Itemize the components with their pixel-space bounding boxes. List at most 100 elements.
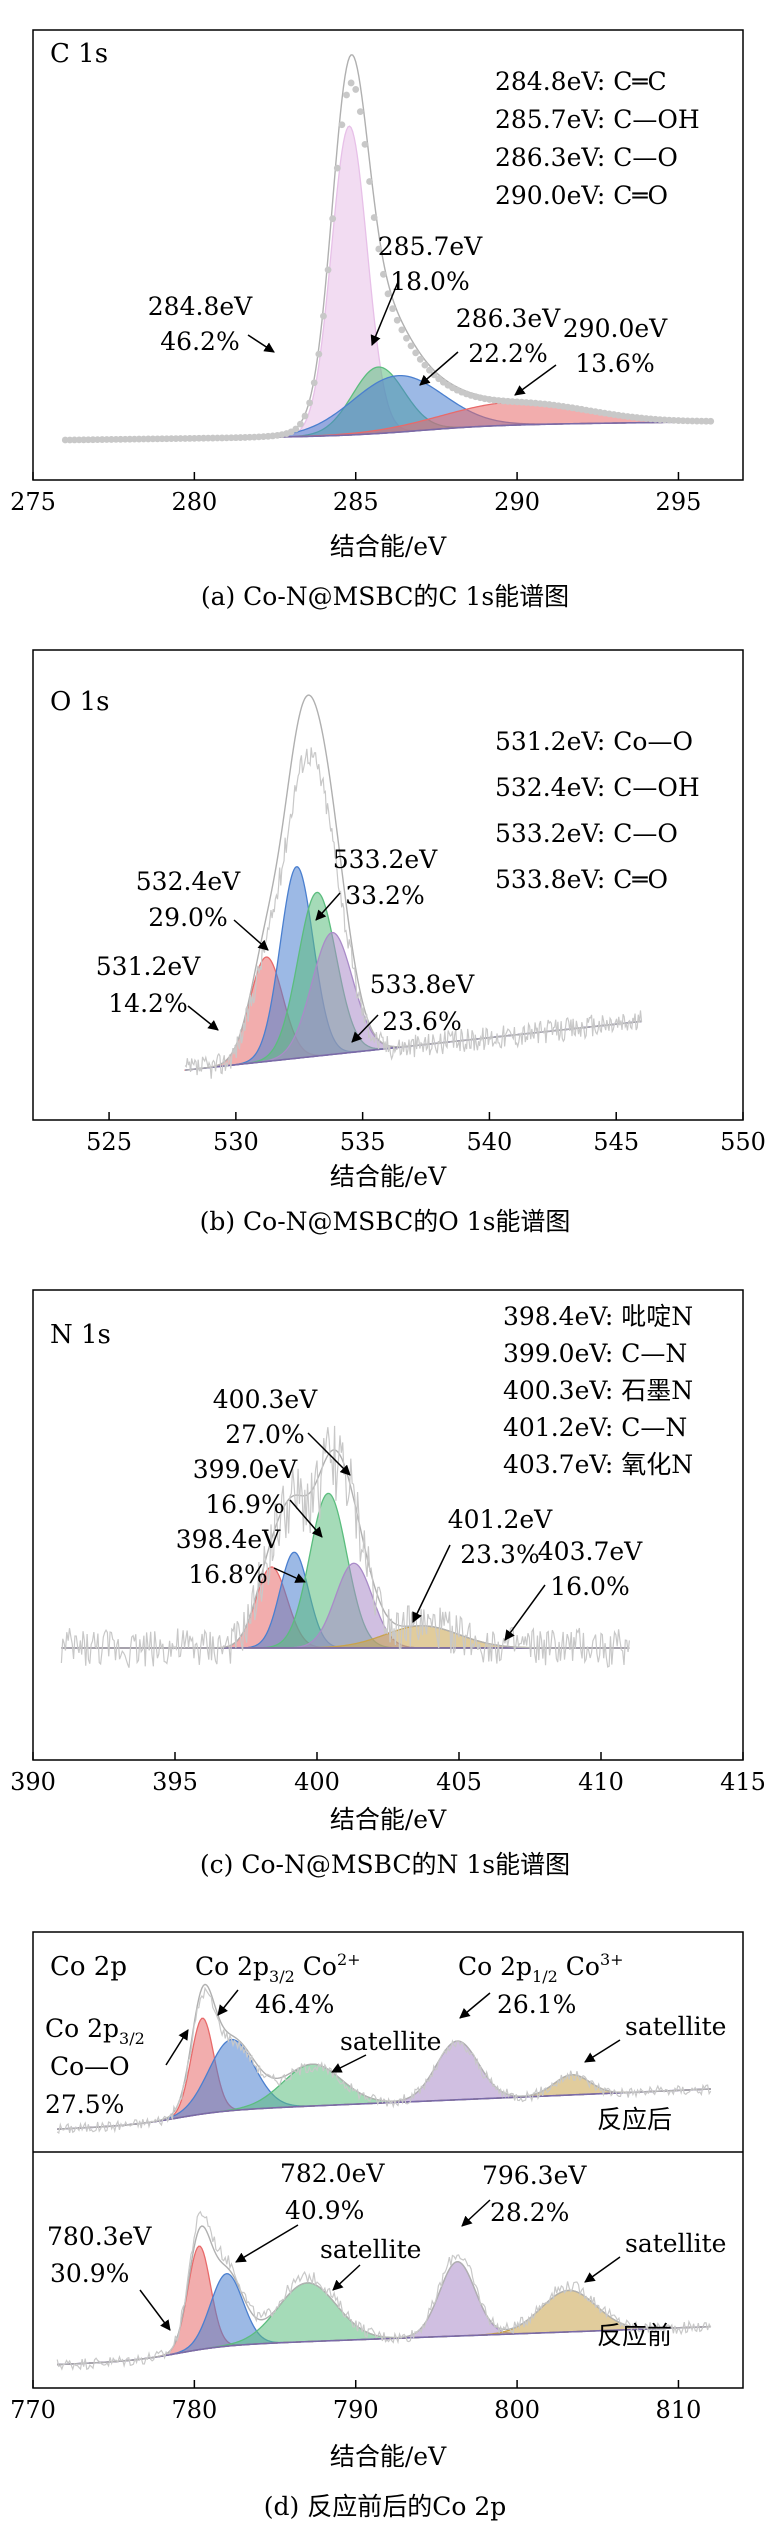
o1s-ticks: 525 530 535 540 545 550 <box>86 1112 766 1156</box>
o1s-panel-label: O 1s <box>50 687 109 717</box>
c1s-legend-entry: 284.8eV: C═C <box>495 67 667 96</box>
co2p-arrow <box>459 1992 491 2019</box>
co2p-arrow <box>332 2264 361 2291</box>
co2p-before-tag: 反应前 <box>597 2321 672 2350</box>
co2p-after-label-text: Co 2p <box>195 1952 269 1981</box>
o1s-arrow <box>233 919 269 951</box>
c1s-raw-point <box>324 266 332 274</box>
co2p-after-label: satellite <box>340 2027 441 2056</box>
o1s-arrow <box>187 1005 219 1031</box>
c1s-raw-point <box>297 420 304 428</box>
c1s-raw-point <box>329 215 337 223</box>
n1s-legend-entry: 401.2eV: C—N <box>503 1413 687 1442</box>
o1s-peak-label: 23.6% <box>382 1007 461 1036</box>
x-tick-label: 275 <box>10 488 56 516</box>
n1s-frame <box>32 1289 744 1761</box>
co2p-before-label: 796.3eV <box>482 2161 587 2190</box>
o1s-frame <box>32 649 744 1121</box>
c1s-raw-point <box>403 334 410 342</box>
x-tick-label: 295 <box>656 488 702 516</box>
c1s-arrow <box>370 281 399 346</box>
x-tick-label: 550 <box>720 1128 766 1156</box>
co2p-after-label-text: Co 2p <box>45 2014 119 2043</box>
co2p-after-label-sub: 1/2 <box>532 1967 558 1986</box>
co2p-before-baseline <box>57 2325 711 2366</box>
n1s-chart: 390 395 400 405 410 415 N 1s 398.4eV: 吡啶N 399… <box>10 1289 766 1879</box>
x-tick-label: 290 <box>494 488 540 516</box>
n1s-arrow <box>273 1567 306 1583</box>
c1s-raw-point <box>426 366 433 374</box>
x-tick-label: 400 <box>294 1768 340 1796</box>
co2p-ticks: 770 780 790 800 810 <box>10 2380 701 2424</box>
c1s-ticks: 275 280 285 290 295 <box>10 472 701 516</box>
n1s-arrows <box>273 1432 546 1641</box>
o1s-peak-label: 33.2% <box>345 881 424 910</box>
co2p-title: (d) 反应前后的Co 2p <box>264 2492 507 2521</box>
c1s-peak-label: 13.6% <box>575 349 654 378</box>
n1s-legend-entry: 400.3eV: 石墨N <box>503 1376 693 1405</box>
x-tick-label: 810 <box>656 2396 702 2424</box>
co2p-panel-label: Co 2p <box>50 1952 127 1982</box>
c1s-peak-label: 286.3eV <box>456 304 561 333</box>
c1s-raw-point <box>301 412 309 420</box>
co2p-before-raw-line <box>56 2210 712 2372</box>
o1s-legend: 531.2eV: Co—O 532.4eV: C—OH 533.2eV: C—O… <box>495 727 700 894</box>
o1s-title: (b) Co-N@MSBC的O 1s能谱图 <box>200 1207 571 1236</box>
co2p-arrow <box>584 2039 621 2063</box>
x-tick-label: 535 <box>340 1128 386 1156</box>
n1s-peak-label: 400.3eV <box>213 1385 318 1414</box>
x-tick-label: 405 <box>436 1768 482 1796</box>
o1s-peak-label: 533.2eV <box>333 845 438 874</box>
n1s-arrow <box>307 1432 351 1476</box>
co2p-arrow <box>461 2199 491 2227</box>
c1s-raw-point <box>416 355 424 363</box>
co2p-before-label: 28.2% <box>490 2198 569 2227</box>
co2p-after-label: Co 2p3/2 <box>45 2014 145 2048</box>
co2p-xlabel: 结合能/eV <box>330 2442 447 2471</box>
c1s-raw-point <box>398 326 406 334</box>
n1s-peak-label: 16.8% <box>188 1560 267 1589</box>
c1s-legend: 284.8eV: C═C 285.7eV: C—OH 286.3eV: C—O … <box>495 67 700 210</box>
n1s-title: (c) Co-N@MSBC的N 1s能谱图 <box>200 1850 570 1879</box>
n1s-peak-label: 16.9% <box>205 1490 284 1519</box>
co2p-after-label: Co—O <box>50 2052 130 2081</box>
co2p-after-label: satellite <box>625 2012 726 2041</box>
n1s-peak-label: 403.7eV <box>538 1537 643 1566</box>
c1s-raw-point <box>310 379 318 387</box>
n1s-arrow <box>412 1544 451 1623</box>
c1s-raw-point <box>356 108 364 116</box>
o1s-legend-entry: 533.2eV: C—O <box>495 819 678 848</box>
x-tick-label: 530 <box>213 1128 259 1156</box>
c1s-raw-point <box>407 342 415 350</box>
co2p-after-label-text: Co 2p <box>458 1952 532 1981</box>
n1s-legend-entry: 399.0eV: C—N <box>503 1339 687 1368</box>
n1s-legend-entry: 398.4eV: 吡啶N <box>503 1302 693 1331</box>
c1s-raw-point <box>384 290 392 298</box>
co2p-before-label: 780.3eV <box>47 2222 152 2251</box>
o1s-chart: 525 530 535 540 545 550 O 1s 531.2eV: Co—O 53… <box>32 649 766 1236</box>
c1s-raw-point <box>379 270 387 278</box>
c1s-raw-point <box>306 399 314 407</box>
co2p-after-label-sub: 3/2 <box>269 1967 295 1986</box>
x-tick-label: 770 <box>10 2396 56 2424</box>
co2p-arrow <box>331 2054 367 2073</box>
x-tick-label: 780 <box>171 2396 217 2424</box>
x-tick-label: 800 <box>494 2396 540 2424</box>
n1s-panel-label: N 1s <box>50 1320 111 1350</box>
co2p-after-label-sub: 3/2 <box>119 2029 145 2048</box>
co2p-after-label: 27.5% <box>45 2090 124 2119</box>
n1s-xlabel: 结合能/eV <box>330 1805 447 1834</box>
co2p-after-raw-line <box>56 1986 712 2134</box>
o1s-arrow <box>315 892 341 921</box>
co2p-arrow <box>165 2029 189 2066</box>
c1s-raw-point <box>412 349 420 357</box>
co2p-after-label: Co 2p3/2 Co2+ <box>195 1950 361 1986</box>
x-tick-label: 395 <box>152 1768 198 1796</box>
n1s-arrow <box>289 1499 323 1538</box>
c1s-raw-point <box>375 245 383 253</box>
n1s-peak-label: 16.0% <box>550 1572 629 1601</box>
n1s-peak-label: 398.4eV <box>176 1525 281 1554</box>
o1s-peak-label: 533.8eV <box>370 970 475 999</box>
o1s-legend-entry: 531.2eV: Co—O <box>495 727 693 756</box>
